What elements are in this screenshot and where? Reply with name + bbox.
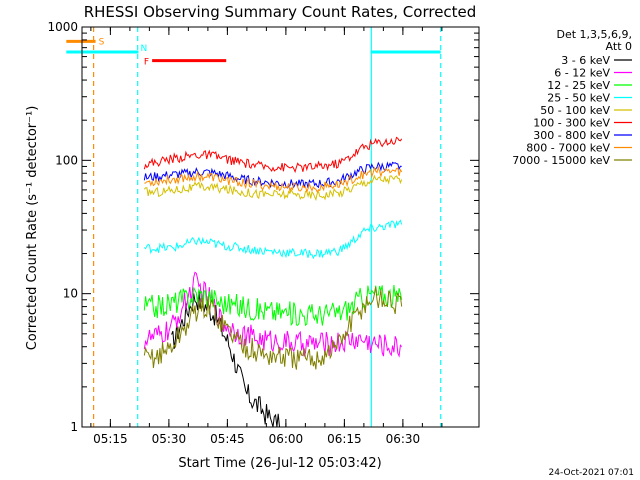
x-tick-label: 06:00 [269, 432, 304, 446]
y-tick-label: 1 [70, 420, 78, 434]
legend-entry-label: 6 - 12 keV [554, 67, 610, 80]
x-tick-label: 06:30 [386, 432, 421, 446]
legend-header: Det 1,3,5,6,9, [556, 28, 632, 41]
x-tick-label: 05:30 [152, 432, 187, 446]
series-line-50-100-kev [143, 174, 403, 202]
series-line-6-12-kev [143, 271, 403, 358]
y-tick-label: 10 [63, 287, 78, 301]
x-axis-label: Start Time (26-Jul-12 05:03:42) [178, 456, 381, 471]
series-line-300-800-kev [143, 161, 402, 189]
legend-entry-label: 12 - 25 keV [547, 79, 610, 92]
chart-title: RHESSI Observing Summary Count Rates, Co… [84, 3, 477, 21]
series-line-12-25-kev [143, 284, 403, 327]
x-tick-label: 05:15 [93, 432, 128, 446]
legend-entry-label: 800 - 7000 keV [526, 142, 610, 155]
legend-entry-label: 3 - 6 keV [561, 54, 610, 67]
legend-entry-label: 100 - 300 keV [533, 117, 610, 130]
flag-label-f: F [144, 58, 149, 68]
series-line-25-50-kev [143, 219, 403, 260]
x-tick-label: 05:45 [210, 432, 245, 446]
legend-header: Att 0 [606, 40, 632, 53]
flag-label-n: N [140, 44, 147, 54]
series-line-800-7000-kev [144, 165, 403, 194]
legend-entry-label: 25 - 50 keV [547, 92, 610, 105]
y-axis-label: Corrected Count Rate (s⁻¹ detector⁻¹) [25, 106, 40, 351]
y-tick-label: 100 [55, 153, 78, 167]
series-line-100-300-kev [143, 136, 403, 174]
footer-date: 24-Oct-2021 07:01 [549, 468, 634, 478]
axes: 1 10 100 1000 05:15 05:30 05:45 06:00 06:15 06:30 [47, 20, 479, 446]
legend-entry-label: 50 - 100 keV [540, 104, 610, 117]
legend-entry-label: 7000 - 15000 keV [512, 154, 610, 167]
plot-area: S NF [66, 27, 442, 428]
legend-entry-label: 300 - 800 keV [533, 129, 610, 142]
flag-label-s: S [99, 37, 105, 47]
y-tick-label: 1000 [47, 20, 78, 34]
plot-frame [81, 26, 480, 428]
x-tick-label: 06:15 [327, 432, 362, 446]
series-line-7000-15000-kev [143, 286, 403, 370]
